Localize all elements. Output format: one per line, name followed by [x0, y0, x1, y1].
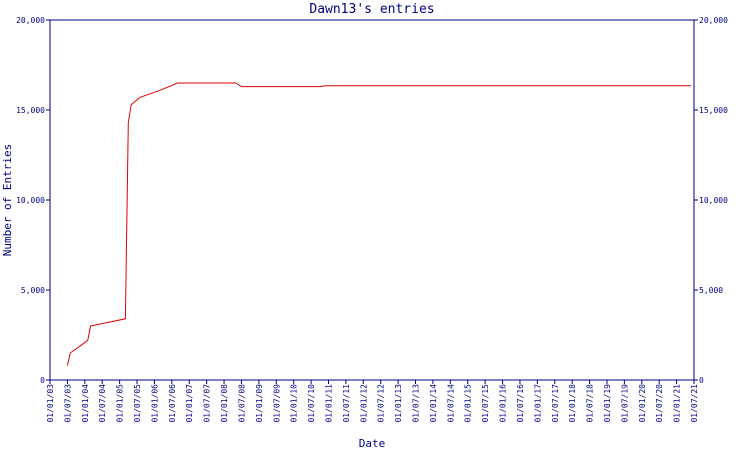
x-tick-label: 01/07/18	[586, 384, 595, 423]
y2-tick-label: 0	[699, 376, 704, 385]
y-tick-label: 5,000	[21, 286, 45, 295]
x-tick-label: 01/07/21	[690, 384, 699, 423]
y2-tick-label: 20,000	[699, 16, 728, 25]
x-tick-label: 01/07/04	[98, 384, 107, 423]
x-tick-label: 01/01/17	[533, 384, 542, 423]
x-tick-label: 01/07/05	[133, 384, 142, 423]
x-tick-label: 01/01/09	[255, 384, 264, 423]
x-tick-label: 01/07/08	[237, 384, 246, 423]
x-axis-label: Date	[359, 437, 386, 450]
x-tick-label: 01/01/03	[46, 384, 55, 423]
y-axis-label: Number of Entries	[1, 144, 14, 257]
x-tick-label: 01/01/06	[150, 384, 159, 423]
chart-title: Dawn13's entries	[309, 2, 434, 17]
y-tick-label: 20,000	[16, 16, 45, 25]
y2-tick-label: 15,000	[699, 106, 728, 115]
y2-tick-label: 10,000	[699, 196, 728, 205]
x-tick-label: 01/01/20	[638, 384, 647, 423]
x-tick-label: 01/07/10	[307, 384, 316, 423]
x-tick-label: 01/07/09	[272, 384, 281, 423]
x-tick-label: 01/07/17	[551, 384, 560, 423]
y2-tick-label: 5,000	[699, 286, 723, 295]
y-tick-label: 10,000	[16, 196, 45, 205]
x-tick-label: 01/01/16	[499, 384, 508, 423]
x-tick-label: 01/07/07	[203, 384, 212, 423]
x-tick-label: 01/07/13	[412, 384, 421, 423]
x-tick-label: 01/01/10	[290, 384, 299, 423]
x-tick-label: 01/01/13	[394, 384, 403, 423]
x-tick-label: 01/07/16	[516, 384, 525, 423]
x-tick-label: 01/01/11	[324, 384, 333, 423]
x-tick-label: 01/07/14	[446, 384, 455, 423]
x-tick-label: 01/07/19	[620, 384, 629, 423]
plot-frame	[49, 19, 695, 381]
x-tick-label: 01/07/12	[377, 384, 386, 423]
x-tick-label: 01/07/03	[63, 384, 72, 423]
x-tick-label: 01/01/15	[464, 384, 473, 423]
x-tick-label: 01/01/04	[81, 384, 90, 423]
x-tick-label: 01/01/18	[568, 384, 577, 423]
x-tick-label: 01/07/06	[168, 384, 177, 423]
y-tick-label: 0	[40, 376, 45, 385]
x-tick-label: 01/01/12	[359, 384, 368, 423]
x-tick-label: 01/01/08	[220, 384, 229, 423]
x-tick-label: 01/01/14	[429, 384, 438, 423]
x-tick-label: 01/07/15	[481, 384, 490, 423]
x-tick-label: 01/07/11	[342, 384, 351, 423]
x-tick-label: 01/01/07	[185, 384, 194, 423]
x-tick-label: 01/01/19	[603, 384, 612, 423]
line-series	[66, 82, 692, 366]
x-tick-label: 01/01/05	[116, 384, 125, 423]
x-tick-label: 01/07/20	[655, 384, 664, 423]
y-tick-label: 15,000	[16, 106, 45, 115]
x-tick-label: 01/01/21	[673, 384, 682, 423]
